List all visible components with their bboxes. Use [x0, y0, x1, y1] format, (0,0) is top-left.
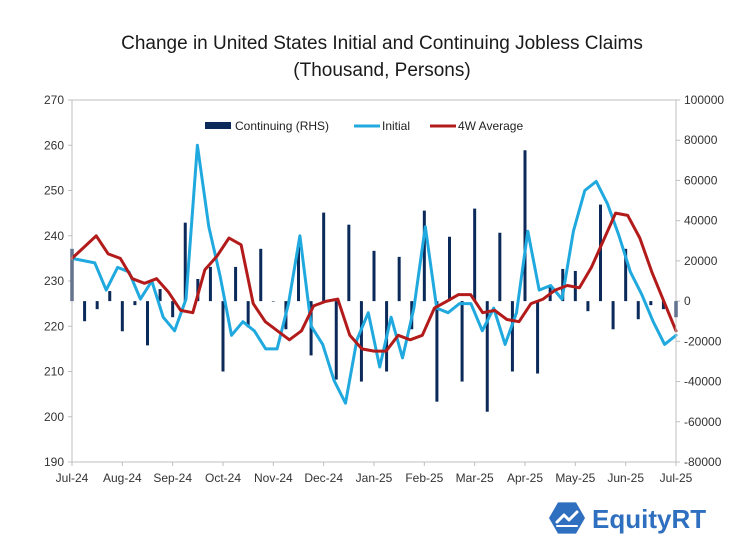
continuing-bar: [473, 208, 477, 302]
continuing-bar: [183, 222, 187, 302]
plot-area-border: [71, 99, 677, 463]
x-tick-label: Feb-25: [405, 471, 443, 485]
left-tick-label: 270: [44, 93, 64, 107]
right-tick-label: -80000: [684, 455, 722, 469]
right-tick-label: 0: [684, 294, 691, 308]
continuing-bar: [297, 246, 300, 302]
continuing-bar: [510, 301, 514, 372]
left-tick-label: 240: [44, 229, 64, 243]
continuing-bar: [208, 266, 212, 302]
4w-average-line: [70, 211, 678, 353]
left-axis: 270 260 250 240 230 220 210 200 190: [44, 93, 72, 469]
continuing-bar: [95, 301, 99, 310]
continuing-bar: [234, 266, 238, 302]
continuing-bar: [334, 301, 338, 380]
x-tick-label: Apr-25: [507, 471, 543, 485]
right-tick-label: 60000: [684, 173, 718, 187]
continuing-bar: [108, 291, 112, 302]
continuing-bar: [586, 301, 590, 312]
x-tick-label: Jul-24: [56, 471, 89, 485]
continuing-bar: [422, 210, 426, 302]
continuing-bar: [83, 301, 87, 322]
continuing-bar: [448, 236, 451, 302]
x-tick-label: Jul-25: [660, 471, 693, 485]
continuing-bar: [460, 301, 464, 382]
chart-subtitle: (Thousand, Persons): [293, 60, 470, 81]
line-series: [70, 143, 678, 405]
equityrt-logo-icon: [549, 502, 585, 534]
right-tick-label: 100000: [684, 93, 724, 107]
continuing-bar: [221, 301, 225, 372]
continuing-bar: [158, 289, 162, 302]
x-tick-label: Aug-24: [103, 471, 142, 485]
continuing-bar: [347, 224, 351, 302]
continuing-bar: [120, 301, 124, 332]
x-tick-label: Mar-25: [456, 471, 494, 485]
legend: Continuing (RHS) Initial 4W Average: [205, 119, 523, 133]
x-tick-label: Jun-25: [607, 471, 644, 485]
left-tick-label: 190: [44, 455, 64, 469]
continuing-bar: [359, 301, 363, 382]
right-tick-label: -40000: [684, 375, 722, 389]
continuing-bar: [133, 301, 137, 306]
x-axis: Jul-24 Aug-24 Sep-24 Oct-24 Nov-24 Dec-24 Jan-…: [56, 462, 693, 485]
legend-continuing-label: Continuing (RHS): [235, 119, 329, 133]
continuing-bar: [146, 301, 149, 346]
continuing-bar: [661, 301, 665, 310]
continuing-bar: [498, 232, 502, 302]
continuing-bar: [649, 301, 653, 306]
continuing-bar: [624, 248, 628, 302]
right-tick-label: -20000: [684, 334, 722, 348]
continuing-bar: [435, 301, 439, 402]
right-tick-label: 40000: [684, 214, 718, 228]
continuing-bar: [599, 204, 602, 302]
left-tick-label: 230: [44, 274, 64, 288]
continuing-bar: [246, 301, 250, 328]
continuing-bar: [259, 248, 263, 302]
equityrt-logo: EquityRT: [549, 502, 706, 534]
right-tick-label: 20000: [684, 254, 718, 268]
x-tick-label: May-25: [555, 471, 595, 485]
continuing-bar: [271, 301, 275, 302]
continuing-bar: [611, 301, 615, 330]
equityrt-logo-text: EquityRT: [592, 504, 706, 534]
x-tick-label: Oct-24: [205, 471, 241, 485]
legend-initial-label: Initial: [382, 119, 410, 133]
left-tick-label: 210: [44, 365, 64, 379]
initial-line: [70, 143, 678, 405]
x-tick-label: Jan-25: [356, 471, 393, 485]
x-tick-label: Sep-24: [153, 471, 192, 485]
continuing-bar: [171, 301, 175, 318]
x-tick-label: Nov-24: [254, 471, 293, 485]
continuing-bar: [322, 212, 326, 302]
continuing-bar: [561, 268, 565, 302]
continuing-bar: [636, 301, 640, 320]
legend-4w-average-label: 4W Average: [458, 119, 523, 133]
x-tick-label: Dec-24: [304, 471, 343, 485]
continuing-bar: [523, 150, 527, 302]
right-tick-label: -60000: [684, 415, 722, 429]
left-tick-label: 200: [44, 410, 64, 424]
continuing-bar: [397, 256, 401, 302]
left-tick-label: 250: [44, 184, 64, 198]
left-tick-label: 260: [44, 138, 64, 152]
continuing-bar: [485, 301, 489, 412]
continuing-bar: [536, 301, 540, 374]
chart-title: Change in United States Initial and Cont…: [121, 33, 643, 54]
right-axis: 100000 80000 60000 40000 20000 0 -20000 -40000 -…: [676, 93, 724, 469]
legend-continuing-swatch: [205, 122, 231, 129]
left-tick-label: 220: [44, 319, 64, 333]
continuing-bar: [372, 250, 376, 302]
right-tick-label: 80000: [684, 133, 718, 147]
